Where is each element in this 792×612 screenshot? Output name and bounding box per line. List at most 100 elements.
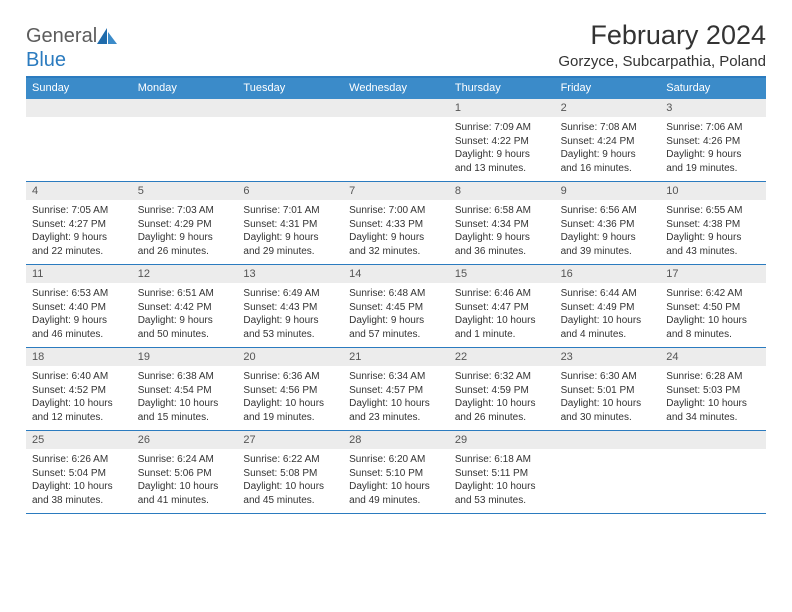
day-cell <box>660 431 766 513</box>
week-row: 18Sunrise: 6:40 AMSunset: 4:52 PMDayligh… <box>26 347 766 430</box>
day-cell: 7Sunrise: 7:00 AMSunset: 4:33 PMDaylight… <box>343 182 449 264</box>
sunrise-line: Sunrise: 6:30 AM <box>561 370 655 384</box>
sunset-line: Sunset: 4:31 PM <box>243 218 337 232</box>
day-details: Sunrise: 6:24 AMSunset: 5:06 PMDaylight:… <box>132 449 238 513</box>
daylight-line: Daylight: 10 hours and 4 minutes. <box>561 314 655 341</box>
daylight-line: Daylight: 9 hours and 13 minutes. <box>455 148 549 175</box>
day-details: Sunrise: 7:01 AMSunset: 4:31 PMDaylight:… <box>237 200 343 264</box>
day-number: 29 <box>449 431 555 449</box>
sunrise-line: Sunrise: 6:55 AM <box>666 204 760 218</box>
sunrise-line: Sunrise: 6:38 AM <box>138 370 232 384</box>
sunrise-line: Sunrise: 7:05 AM <box>32 204 126 218</box>
daylight-line: Daylight: 9 hours and 46 minutes. <box>32 314 126 341</box>
day-details: Sunrise: 6:48 AMSunset: 4:45 PMDaylight:… <box>343 283 449 347</box>
day-cell: 27Sunrise: 6:22 AMSunset: 5:08 PMDayligh… <box>237 431 343 513</box>
sunset-line: Sunset: 4:52 PM <box>32 384 126 398</box>
day-number: 13 <box>237 265 343 283</box>
sunset-line: Sunset: 4:49 PM <box>561 301 655 315</box>
daylight-line: Daylight: 10 hours and 19 minutes. <box>243 397 337 424</box>
day-cell: 11Sunrise: 6:53 AMSunset: 4:40 PMDayligh… <box>26 265 132 347</box>
day-cell <box>237 99 343 181</box>
day-details: Sunrise: 6:22 AMSunset: 5:08 PMDaylight:… <box>237 449 343 513</box>
daylight-line: Daylight: 10 hours and 38 minutes. <box>32 480 126 507</box>
day-details: Sunrise: 6:32 AMSunset: 4:59 PMDaylight:… <box>449 366 555 430</box>
week-row: 4Sunrise: 7:05 AMSunset: 4:27 PMDaylight… <box>26 181 766 264</box>
day-number: 8 <box>449 182 555 200</box>
day-number: 3 <box>660 99 766 117</box>
sunset-line: Sunset: 4:59 PM <box>455 384 549 398</box>
sunrise-line: Sunrise: 7:06 AM <box>666 121 760 135</box>
day-cell <box>343 99 449 181</box>
day-number: 18 <box>26 348 132 366</box>
day-number: 11 <box>26 265 132 283</box>
day-cell: 16Sunrise: 6:44 AMSunset: 4:49 PMDayligh… <box>555 265 661 347</box>
day-cell: 23Sunrise: 6:30 AMSunset: 5:01 PMDayligh… <box>555 348 661 430</box>
sunset-line: Sunset: 4:54 PM <box>138 384 232 398</box>
day-cell: 3Sunrise: 7:06 AMSunset: 4:26 PMDaylight… <box>660 99 766 181</box>
sunrise-line: Sunrise: 6:49 AM <box>243 287 337 301</box>
sunrise-line: Sunrise: 7:00 AM <box>349 204 443 218</box>
sunrise-line: Sunrise: 6:44 AM <box>561 287 655 301</box>
day-cell: 26Sunrise: 6:24 AMSunset: 5:06 PMDayligh… <box>132 431 238 513</box>
daylight-line: Daylight: 10 hours and 8 minutes. <box>666 314 760 341</box>
day-number: 24 <box>660 348 766 366</box>
sunrise-line: Sunrise: 6:42 AM <box>666 287 760 301</box>
day-number <box>237 99 343 117</box>
day-cell: 25Sunrise: 6:26 AMSunset: 5:04 PMDayligh… <box>26 431 132 513</box>
sunset-line: Sunset: 5:03 PM <box>666 384 760 398</box>
day-number: 27 <box>237 431 343 449</box>
sunset-line: Sunset: 4:22 PM <box>455 135 549 149</box>
day-number: 6 <box>237 182 343 200</box>
day-details: Sunrise: 7:06 AMSunset: 4:26 PMDaylight:… <box>660 117 766 181</box>
day-number: 2 <box>555 99 661 117</box>
day-cell: 1Sunrise: 7:09 AMSunset: 4:22 PMDaylight… <box>449 99 555 181</box>
day-cell: 2Sunrise: 7:08 AMSunset: 4:24 PMDaylight… <box>555 99 661 181</box>
daylight-line: Daylight: 9 hours and 32 minutes. <box>349 231 443 258</box>
day-cell: 15Sunrise: 6:46 AMSunset: 4:47 PMDayligh… <box>449 265 555 347</box>
weekday-wednesday: Wednesday <box>343 78 449 99</box>
weekday-friday: Friday <box>555 78 661 99</box>
day-details: Sunrise: 7:09 AMSunset: 4:22 PMDaylight:… <box>449 117 555 181</box>
day-cell <box>26 99 132 181</box>
daylight-line: Daylight: 10 hours and 45 minutes. <box>243 480 337 507</box>
sunset-line: Sunset: 4:29 PM <box>138 218 232 232</box>
sunrise-line: Sunrise: 7:01 AM <box>243 204 337 218</box>
day-details: Sunrise: 7:00 AMSunset: 4:33 PMDaylight:… <box>343 200 449 264</box>
daylight-line: Daylight: 10 hours and 49 minutes. <box>349 480 443 507</box>
day-details: Sunrise: 6:49 AMSunset: 4:43 PMDaylight:… <box>237 283 343 347</box>
location: Gorzyce, Subcarpathia, Poland <box>558 53 766 70</box>
day-details: Sunrise: 6:46 AMSunset: 4:47 PMDaylight:… <box>449 283 555 347</box>
sunset-line: Sunset: 4:36 PM <box>561 218 655 232</box>
day-number: 5 <box>132 182 238 200</box>
day-details: Sunrise: 6:40 AMSunset: 4:52 PMDaylight:… <box>26 366 132 430</box>
day-details: Sunrise: 6:56 AMSunset: 4:36 PMDaylight:… <box>555 200 661 264</box>
sunset-line: Sunset: 4:47 PM <box>455 301 549 315</box>
sunset-line: Sunset: 4:56 PM <box>243 384 337 398</box>
day-number: 26 <box>132 431 238 449</box>
daylight-line: Daylight: 10 hours and 34 minutes. <box>666 397 760 424</box>
day-details: Sunrise: 6:55 AMSunset: 4:38 PMDaylight:… <box>660 200 766 264</box>
day-number: 15 <box>449 265 555 283</box>
sunset-line: Sunset: 4:50 PM <box>666 301 760 315</box>
weeks-grid: 1Sunrise: 7:09 AMSunset: 4:22 PMDaylight… <box>26 99 766 514</box>
day-details: Sunrise: 6:28 AMSunset: 5:03 PMDaylight:… <box>660 366 766 430</box>
sunset-line: Sunset: 4:38 PM <box>666 218 760 232</box>
day-cell <box>555 431 661 513</box>
day-cell: 8Sunrise: 6:58 AMSunset: 4:34 PMDaylight… <box>449 182 555 264</box>
sunrise-line: Sunrise: 6:56 AM <box>561 204 655 218</box>
weekday-row: Sunday Monday Tuesday Wednesday Thursday… <box>26 78 766 99</box>
day-number: 4 <box>26 182 132 200</box>
daylight-line: Daylight: 10 hours and 12 minutes. <box>32 397 126 424</box>
weekday-tuesday: Tuesday <box>237 78 343 99</box>
daylight-line: Daylight: 10 hours and 53 minutes. <box>455 480 549 507</box>
sunrise-line: Sunrise: 6:24 AM <box>138 453 232 467</box>
day-details: Sunrise: 6:44 AMSunset: 4:49 PMDaylight:… <box>555 283 661 347</box>
sunset-line: Sunset: 5:01 PM <box>561 384 655 398</box>
logo-text-general: General <box>26 25 97 47</box>
sunset-line: Sunset: 5:06 PM <box>138 467 232 481</box>
logo: General Blue <box>26 20 119 70</box>
day-details: Sunrise: 6:20 AMSunset: 5:10 PMDaylight:… <box>343 449 449 513</box>
sunset-line: Sunset: 4:40 PM <box>32 301 126 315</box>
logo-text-blue: Blue <box>26 49 66 71</box>
day-number: 14 <box>343 265 449 283</box>
